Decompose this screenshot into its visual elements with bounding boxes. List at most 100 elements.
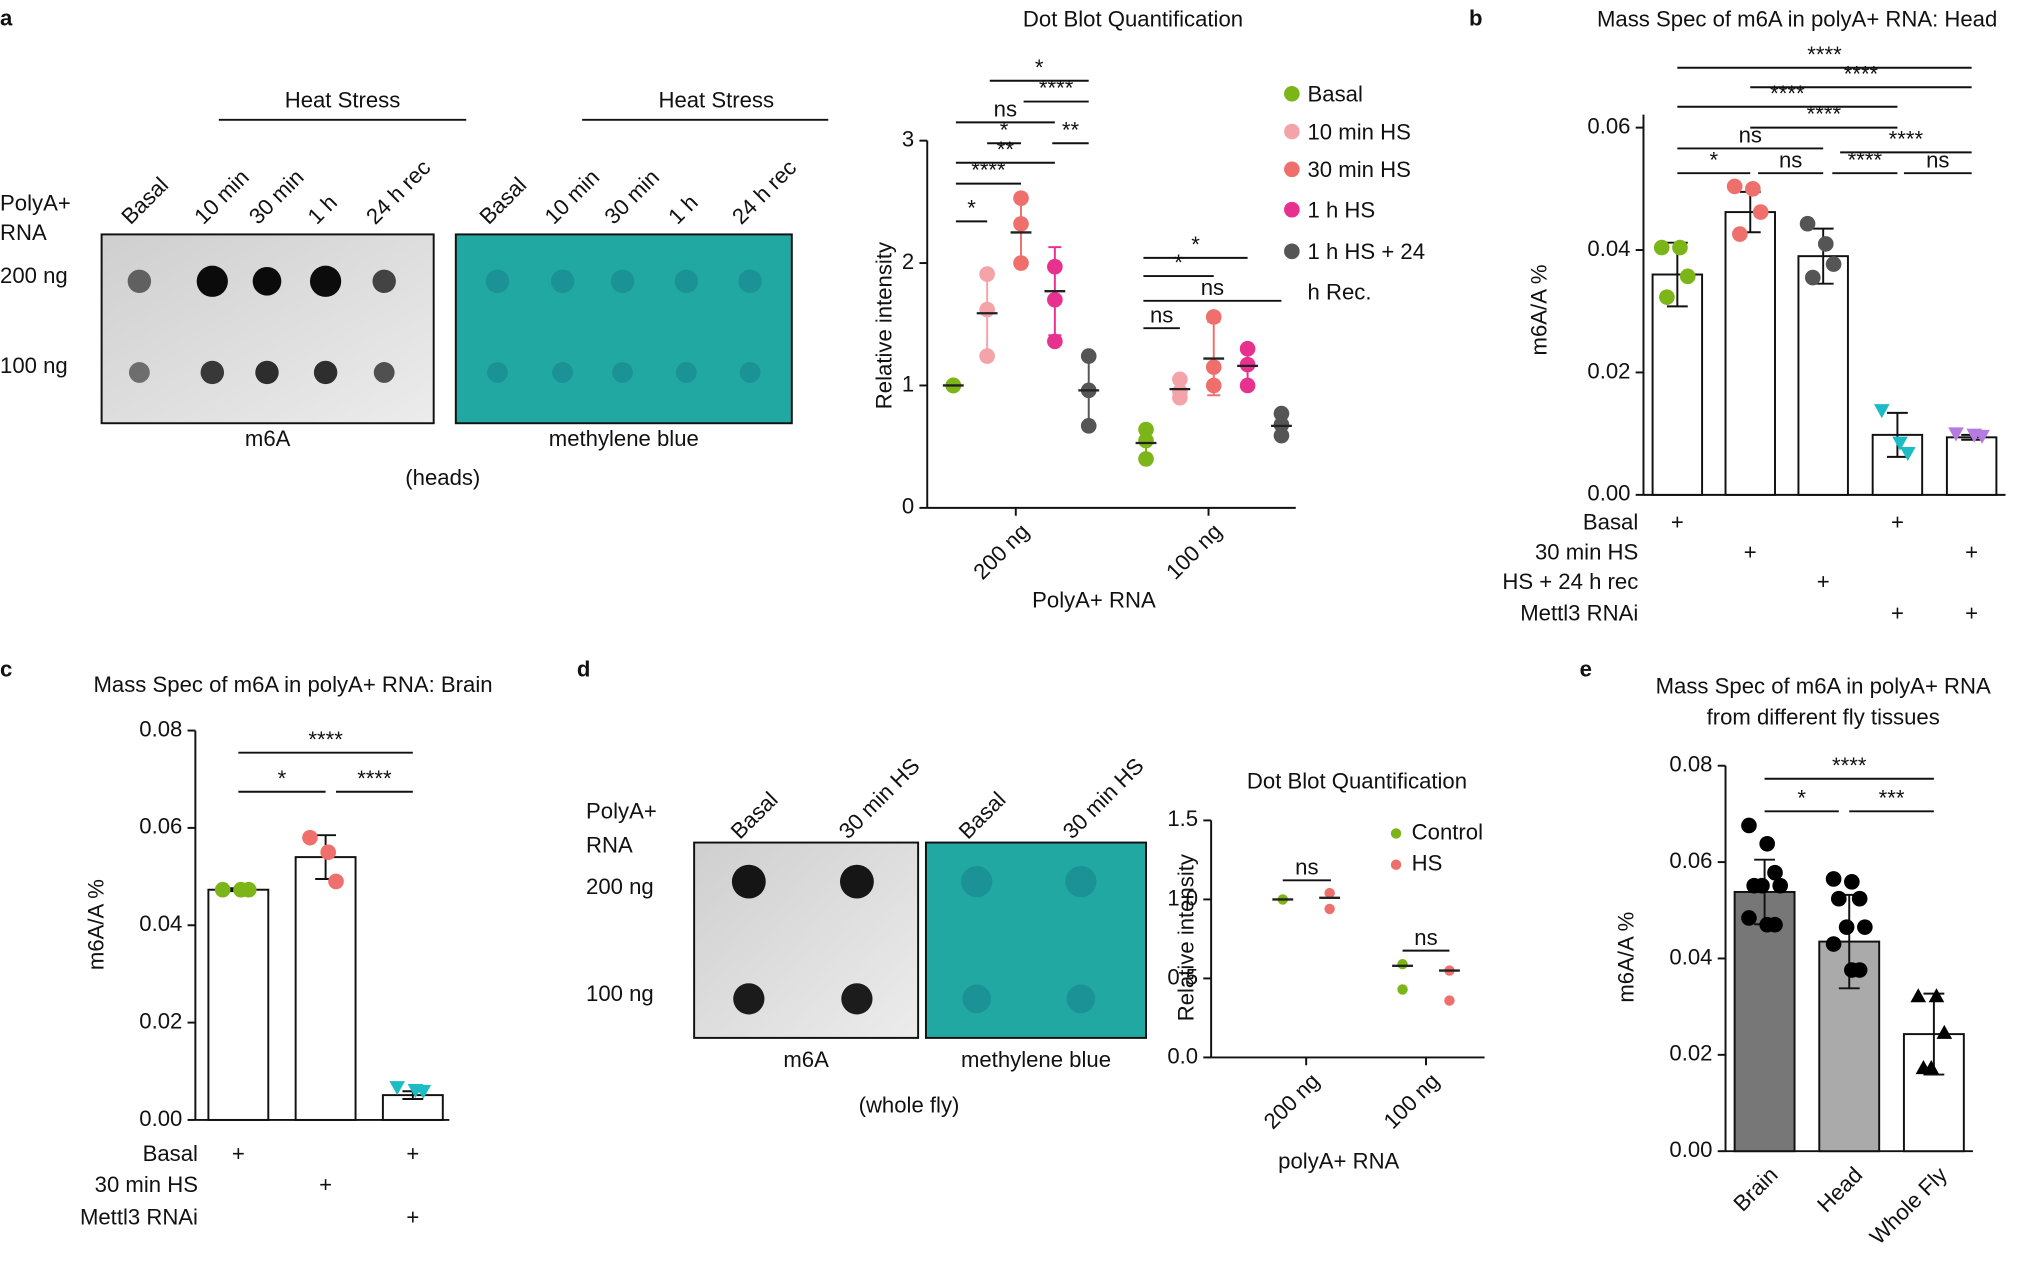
data-point [389, 1081, 406, 1096]
data-point [1324, 887, 1335, 899]
treatment-mark: + [1744, 539, 1757, 564]
data-point [1857, 919, 1873, 935]
bar [294, 856, 357, 1121]
legend-entry: 10 min HS [1307, 120, 1410, 145]
y-tick-label: 0.04 [139, 911, 182, 936]
panel-label: e [1580, 657, 1592, 682]
blot-dot [252, 266, 282, 296]
bar [1945, 436, 1998, 496]
panel-label: b [1469, 5, 1483, 30]
y-tick-label: 0.00 [1669, 1137, 1712, 1162]
significance-label: * [1709, 147, 1718, 172]
row-header: RNA [586, 832, 633, 857]
x-tick-label: 100 ng [1379, 1068, 1445, 1134]
blot-dot [485, 269, 510, 294]
x-tick-label: Head [1812, 1162, 1867, 1217]
blot-dot [487, 362, 508, 383]
column-label: 30 min HS [1058, 753, 1149, 844]
treatment-label: 30 min HS [1535, 539, 1638, 564]
blot-dot [739, 362, 761, 383]
significance-label: ns [1926, 147, 1949, 172]
data-point [1013, 190, 1029, 206]
blot-dot [731, 864, 766, 899]
blot-dot [675, 362, 697, 383]
data-point [1910, 988, 1927, 1003]
legend-label: 30 min HS [1307, 157, 1411, 183]
data-point [1772, 877, 1789, 894]
significance-label: * [1174, 250, 1183, 275]
legend-entry: 1 h HS + 24 h Rec. [1307, 240, 1425, 305]
chart-title: Mass Spec of m6A in polyA+ RNA: Brain [94, 672, 493, 697]
data-point [1080, 418, 1097, 434]
column-label: 30 min [244, 164, 309, 229]
legend-swatch [1284, 201, 1300, 218]
row-header: RNA [0, 220, 47, 245]
treatment-label: Mettl3 RNAi [1520, 601, 1638, 626]
legend-entry: 30 min HS [1307, 157, 1411, 183]
legend-label: Control [1412, 819, 1483, 844]
data-point [1239, 377, 1256, 394]
blot-dot [552, 362, 574, 383]
data-point [1873, 404, 1890, 419]
membrane-label: m6A [783, 1047, 829, 1072]
blot-dot [674, 269, 699, 294]
caption: (heads) [405, 465, 480, 490]
x-tick-label: Whole Fly [1865, 1161, 1953, 1249]
data-point [1767, 916, 1783, 933]
data-point [1804, 269, 1821, 286]
treatment-label: Basal [1583, 509, 1638, 534]
y-tick-label: 1 [902, 371, 914, 396]
data-point [1838, 919, 1855, 935]
row-header: PolyA+ [586, 798, 657, 823]
significance-label: * [1191, 232, 1200, 257]
data-point [1741, 910, 1757, 926]
membrane [924, 841, 1147, 1039]
legend-label: HS [1412, 851, 1443, 876]
membrane-label: methylene blue [961, 1047, 1111, 1072]
membrane [100, 233, 435, 425]
data-point [1825, 936, 1842, 952]
data-point [1324, 903, 1335, 915]
y-tick-label: 3 [902, 126, 914, 151]
data-point [1825, 256, 1842, 272]
chart-title: Mass Spec of m6A in polyA+ RNA [1656, 673, 1991, 698]
significance-label: **** [971, 158, 1006, 183]
y-tick-label: 0.02 [1669, 1041, 1712, 1066]
x-axis-label: PolyA+ RNA [1032, 587, 1156, 612]
treatment-label: Basal [143, 1141, 198, 1166]
data-point [1825, 871, 1842, 887]
data-point [1900, 446, 1916, 462]
significance-label: * [1000, 117, 1009, 142]
blot-dot [196, 265, 228, 297]
data-point [1679, 268, 1696, 285]
chart-title: Mass Spec of m6A in polyA+ RNA: Head [1597, 7, 1997, 32]
y-tick-label: 1.0 [1167, 885, 1198, 910]
y-tick-label: 0.06 [1669, 848, 1712, 873]
panel-label: d [577, 657, 591, 682]
membrane-label: m6A [245, 426, 291, 451]
data-point [1948, 427, 1964, 442]
bar [1651, 273, 1704, 496]
y-axis-label: Relative intensity [871, 241, 896, 409]
chart-title: from different fly tissues [1707, 705, 1940, 730]
column-label: Basal [116, 172, 173, 229]
legend-label: 1 h HS [1307, 197, 1376, 223]
blot-dot [313, 360, 338, 385]
caption: (whole fly) [859, 1093, 960, 1118]
y-tick-label: 0.04 [1669, 944, 1712, 969]
data-point [1732, 226, 1748, 242]
data-point [415, 1084, 432, 1100]
y-tick-label: 0.0 [1167, 1043, 1198, 1068]
bar [1797, 255, 1849, 496]
blot-dot [738, 269, 762, 294]
significance-label: * [278, 766, 287, 791]
data-point [1799, 215, 1816, 232]
y-tick-label: 1.5 [1167, 806, 1198, 831]
row-label: 100 ng [586, 981, 654, 1006]
bar [207, 888, 270, 1121]
membrane-label: methylene blue [549, 426, 699, 451]
column-label: Basal [954, 787, 1011, 844]
significance-label: * [1035, 55, 1044, 80]
chart-title: Dot Blot Quantification [1023, 7, 1243, 32]
